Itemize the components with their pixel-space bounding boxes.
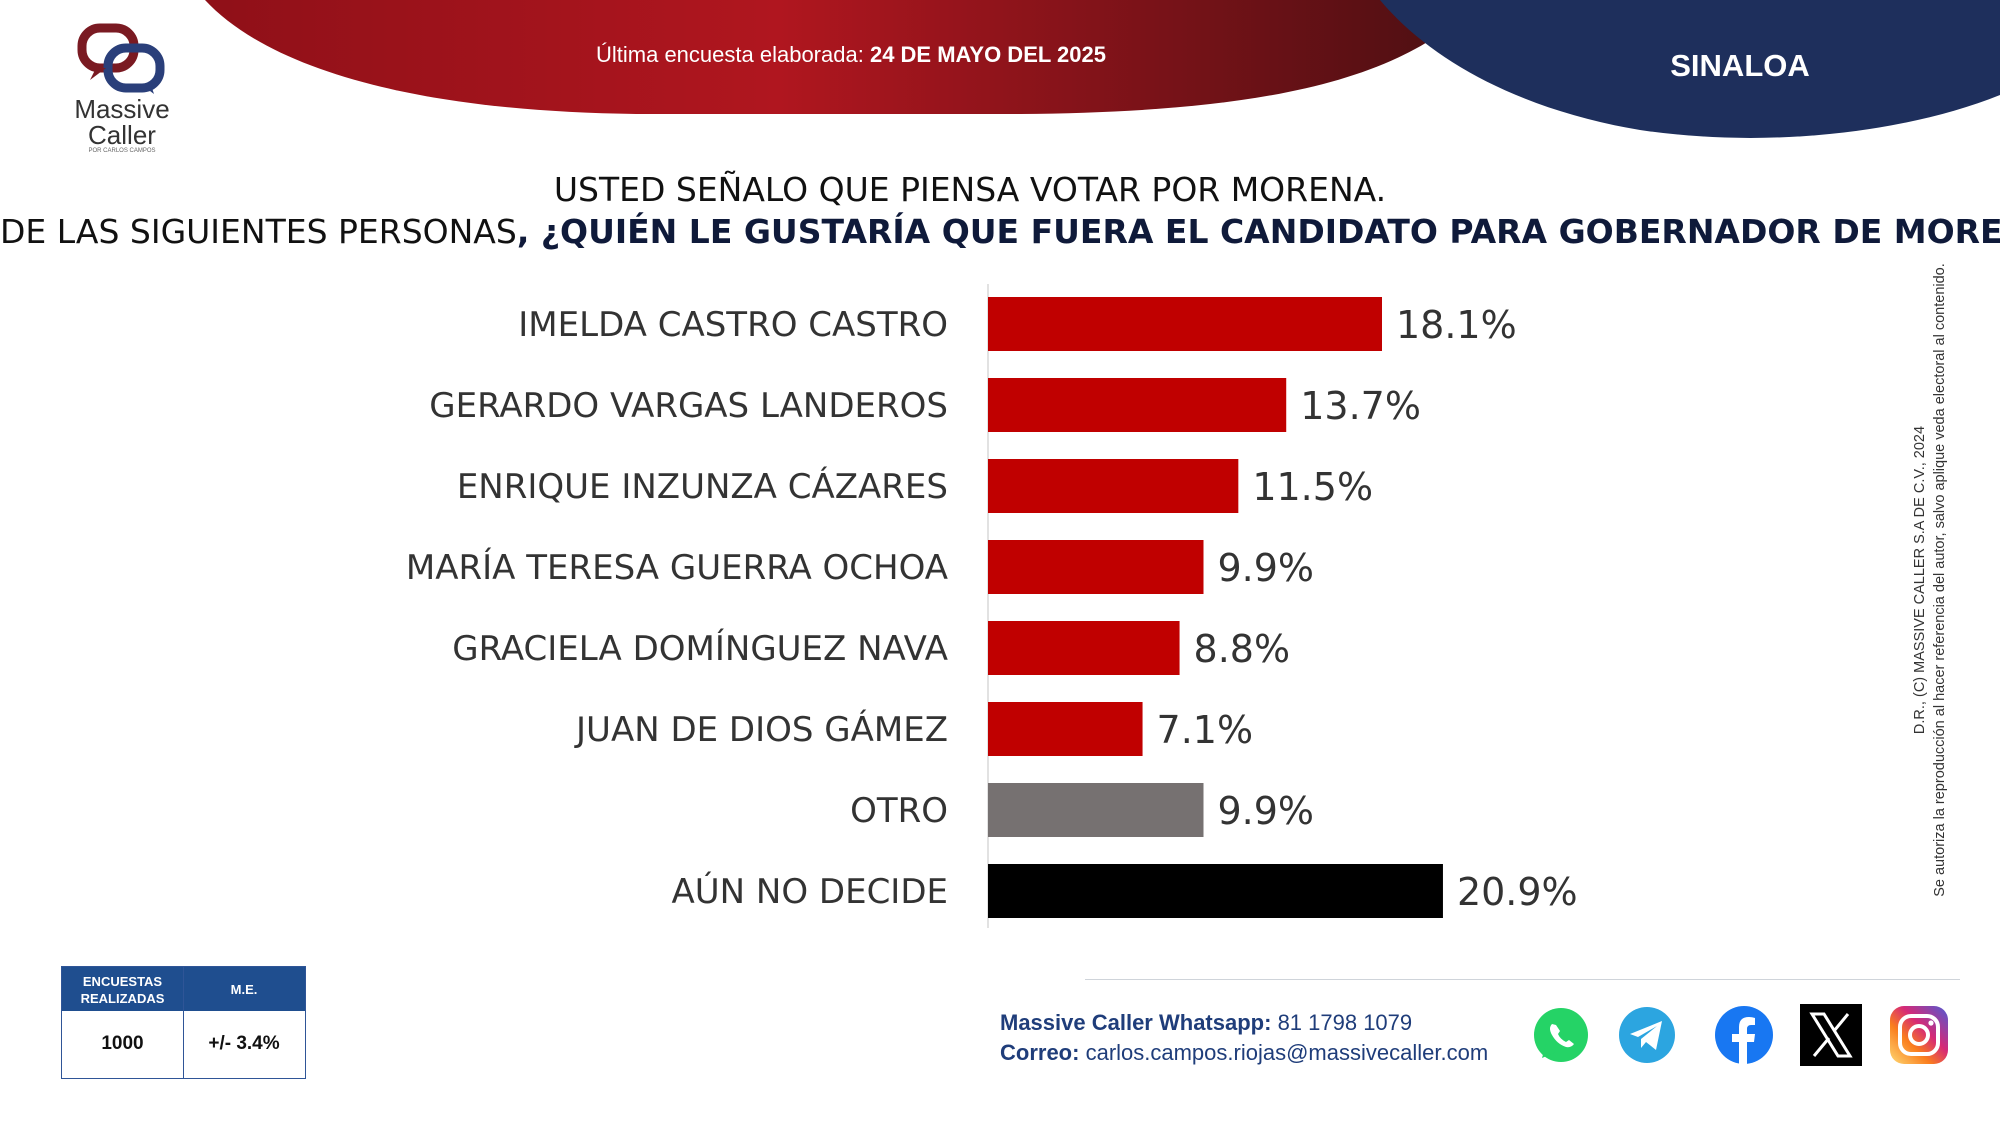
value-label: 20.9%: [1457, 870, 1578, 914]
logo-name-line2: Caller: [88, 120, 156, 150]
survey-date-prefix: Última encuesta elaborada:: [596, 42, 864, 67]
value-label: 13.7%: [1300, 384, 1421, 428]
value-label: 9.9%: [1218, 546, 1315, 590]
category-label: IMELDA CASTRO CASTRO: [518, 305, 948, 345]
email-address[interactable]: carlos.campos.riojas@massivecaller.com: [1085, 1040, 1489, 1065]
survey-date: Última encuesta elaborada: 24 DE MAYO DE…: [596, 42, 1106, 68]
bar: [988, 702, 1143, 756]
x-icon[interactable]: [1800, 1004, 1862, 1066]
whatsapp-label: Massive Caller Whatsapp:: [1000, 1010, 1272, 1035]
header-red-shape: [205, 0, 1480, 114]
category-label: GRACIELA DOMÍNGUEZ NAVA: [452, 628, 948, 669]
bar: [988, 864, 1443, 918]
facebook-icon[interactable]: [1713, 1004, 1775, 1066]
question-line2-plain: DE LAS SIGUIENTES PERSONAS: [0, 212, 517, 251]
stats-surveys-value: 1000: [101, 1033, 144, 1054]
massive-caller-logo: Massive Caller POR CARLOS CAMPOS: [62, 18, 182, 158]
bar: [988, 378, 1287, 432]
logo-tagline: POR CARLOS CAMPOS: [88, 148, 156, 154]
category-label: ENRIQUE INZUNZA CÁZARES: [457, 466, 948, 507]
stats-margin-value: +/- 3.4%: [208, 1033, 280, 1054]
stats-margin-header: M.E.: [230, 982, 258, 997]
value-label: 18.1%: [1396, 303, 1517, 347]
stats-col-surveys: ENCUESTAS REALIZADAS 1000: [62, 967, 184, 1078]
contact-info: Massive Caller Whatsapp: 81 1798 1079 Co…: [1000, 1008, 1488, 1068]
whatsapp-icon[interactable]: [1530, 1004, 1592, 1066]
contact-email: Correo: carlos.campos.riojas@massivecall…: [1000, 1038, 1488, 1068]
question-line1: USTED SEÑALO QUE PIENSA VOTAR POR MORENA…: [553, 170, 1387, 209]
contact-whatsapp: Massive Caller Whatsapp: 81 1798 1079: [1000, 1008, 1488, 1038]
category-label: MARÍA TERESA GUERRA OCHOA: [406, 547, 948, 588]
bar: [988, 540, 1204, 594]
header-navy-shape: [1380, 0, 2000, 138]
logo-mark-icon: [77, 23, 165, 94]
question-line2-bold: , ¿QUIÉN LE GUSTARÍA QUE FUERA EL CANDID…: [516, 212, 2000, 251]
logo-name-line1: Massive: [74, 94, 170, 124]
value-label: 11.5%: [1252, 465, 1373, 509]
category-label: GERARDO VARGAS LANDEROS: [429, 386, 948, 426]
bar: [988, 621, 1180, 675]
email-label: Correo:: [1000, 1040, 1080, 1065]
copyright-line1: D.R., (C) MASSIVE CALLER S.A DE C.V., 20…: [1912, 425, 1928, 735]
stats-col-margin: M.E. +/- 3.4%: [184, 967, 304, 1078]
category-label: AÚN NO DECIDE: [672, 871, 948, 912]
value-label: 7.1%: [1157, 708, 1254, 752]
telegram-icon[interactable]: [1616, 1004, 1678, 1066]
category-label: JUAN DE DIOS GÁMEZ: [574, 709, 948, 750]
value-label: 8.8%: [1194, 627, 1291, 671]
whatsapp-number: 81 1798 1079: [1277, 1010, 1413, 1035]
copyright-note: D.R., (C) MASSIVE CALLER S.A DE C.V., 20…: [1910, 220, 1950, 940]
survey-date-value: 24 DE MAYO DEL 2025: [869, 42, 1106, 67]
footer-divider: [1085, 979, 1960, 980]
question-line2: DE LAS SIGUIENTES PERSONAS, ¿QUIÉN LE GU…: [0, 212, 2000, 251]
bar: [988, 783, 1204, 837]
header-background: [205, 0, 2000, 138]
bar: [988, 459, 1239, 513]
category-label: OTRO: [850, 791, 948, 831]
copyright-line2: Se autoriza la reproducción al hacer ref…: [1932, 263, 1948, 897]
instagram-icon[interactable]: [1888, 1004, 1950, 1066]
stats-surveys-header: ENCUESTAS REALIZADAS: [80, 974, 165, 1006]
region-label: SINALOA: [1670, 48, 1810, 83]
value-label: 9.9%: [1218, 789, 1315, 833]
survey-stats-table: ENCUESTAS REALIZADAS 1000 M.E. +/- 3.4%: [61, 966, 306, 1079]
bar: [988, 297, 1382, 351]
